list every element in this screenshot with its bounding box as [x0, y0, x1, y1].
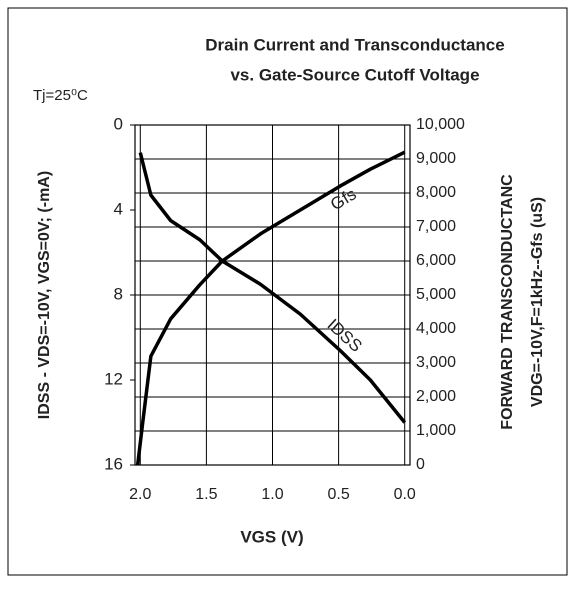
y2-tick-label: 4,000: [416, 320, 456, 337]
x-tick-label: 2.0: [129, 486, 151, 503]
x-tick-label: 0.0: [394, 486, 416, 503]
frame: [7, 7, 568, 576]
y-tick-label: 0: [114, 114, 123, 133]
y2-axis-label: VDG=-10V,F=1kHz--Gfs (uS): [529, 197, 546, 407]
annotation: Tj=25⁰C: [33, 87, 88, 104]
y2-tick-label: 8,000: [416, 184, 456, 201]
x-tick-label: 1.5: [195, 486, 217, 503]
y2-tick-label: 2,000: [416, 388, 456, 405]
y2-tick-label: 7,000: [416, 218, 456, 235]
y2-tick-label: 6,000: [416, 252, 456, 269]
x-tick-label: 1.0: [261, 486, 283, 503]
chart-title: Drain Current and Transconductance: [205, 35, 504, 54]
y2-tick-label: 10,000: [416, 116, 465, 133]
series-line: [138, 152, 407, 424]
y-axis-label: IDSS - VDS=-10V, VGS=0V; (-mA): [36, 171, 53, 419]
y-tick-label: 12: [104, 369, 123, 388]
y2-tick-label: 9,000: [416, 150, 456, 167]
y2-axis-label: FORWARD TRANSCONDUCTANC: [499, 174, 516, 430]
y-tick-label: 8: [114, 284, 123, 303]
y2-tick-label: 1,000: [416, 422, 456, 439]
x-axis-label: VGS (V): [240, 527, 303, 546]
y2-tick-label: 0: [416, 456, 425, 473]
plot-border: [134, 124, 411, 466]
series-line: [135, 150, 406, 466]
y-tick-label: 16: [104, 454, 123, 473]
y-tick-label: 4: [114, 199, 123, 218]
x-tick-label: 0.5: [327, 486, 349, 503]
y2-tick-label: 5,000: [416, 286, 456, 303]
y2-tick-label: 3,000: [416, 354, 456, 371]
chart-title: vs. Gate-Source Cutoff Voltage: [230, 65, 479, 84]
